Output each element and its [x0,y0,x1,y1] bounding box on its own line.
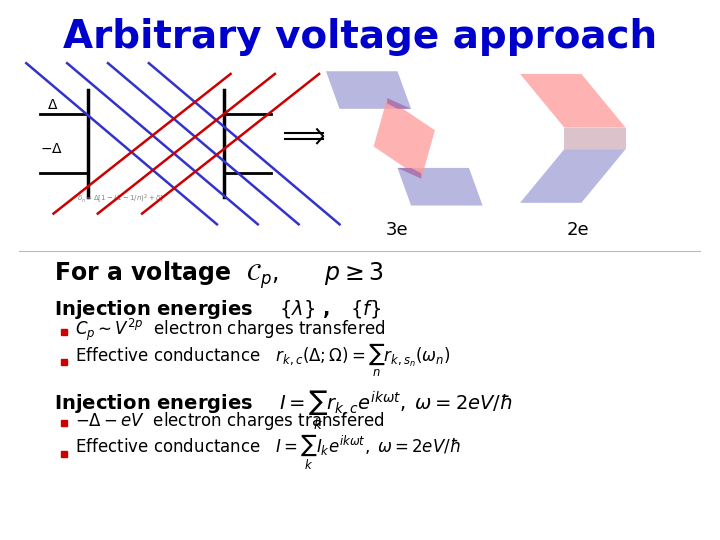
Text: $C_p \sim V^{2p}$  electron charges transfered: $C_p \sim V^{2p}$ electron charges trans… [76,317,385,343]
Text: 2e: 2e [567,221,589,239]
Polygon shape [326,71,411,109]
Polygon shape [387,98,411,109]
Text: 3e: 3e [386,221,409,239]
Text: Injection energies    $\{\lambda\}$ ,   $\{f\}$: Injection energies $\{\lambda\}$ , $\{f\… [53,298,381,321]
Text: Effective conductance   $I=\sum_k I_k e^{ik\omega t},\;\omega=2eV/\hbar$: Effective conductance $I=\sum_k I_k e^{i… [76,432,461,472]
Polygon shape [374,98,435,179]
Polygon shape [520,149,626,203]
Text: For a voltage  $\mathcal{C}_p,$     $p \geq 3$: For a voltage $\mathcal{C}_p,$ $p \geq 3… [53,259,384,291]
Text: $-\Delta$: $-\Delta$ [40,142,63,156]
Text: Arbitrary voltage approach: Arbitrary voltage approach [63,17,657,56]
Polygon shape [397,168,482,206]
Polygon shape [397,168,421,179]
Polygon shape [564,127,626,149]
Text: $-\Delta - eV$  electron charges transfered: $-\Delta - eV$ electron charges transfer… [76,410,385,433]
Text: Injection energies    $I=\sum_k r_{k,c}e^{ik\omega t},\;\omega=2eV/\hbar$: Injection energies $I=\sum_k r_{k,c}e^{i… [53,389,512,433]
Polygon shape [520,74,626,127]
Text: $\Delta$: $\Delta$ [47,98,58,112]
Text: $\delta_n=\Delta[1-(1-1/n)^2+\delta]$: $\delta_n=\Delta[1-(1-1/n)^2+\delta]$ [77,193,164,206]
Text: Effective conductance   $r_{k,c}(\Delta;\Omega)=\sum_n r_{k,s_n}(\omega_n)$: Effective conductance $r_{k,c}(\Delta;\O… [76,342,451,380]
